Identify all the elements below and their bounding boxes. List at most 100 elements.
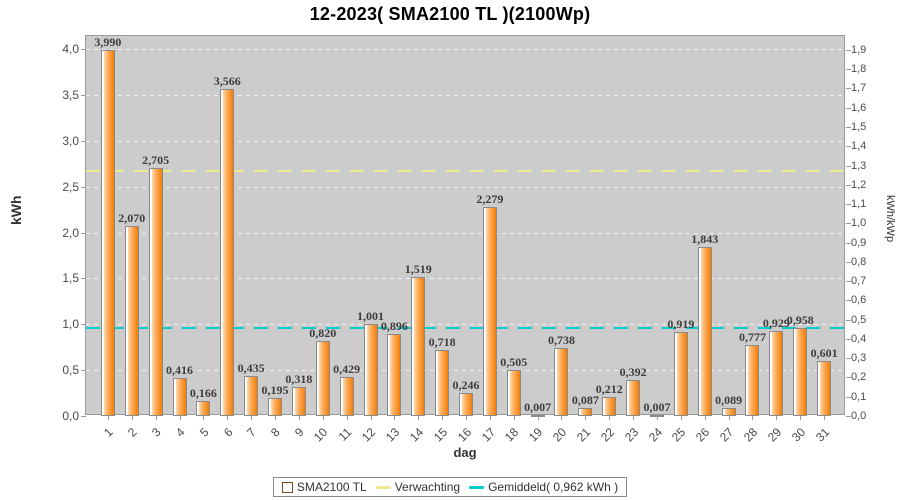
legend-item-series: SMA2100 TL xyxy=(281,480,367,494)
legend-label-expected: Verwachting xyxy=(394,480,461,494)
bar xyxy=(769,330,784,416)
bar xyxy=(554,348,569,416)
left-axis-tick-label: 1,5 xyxy=(62,271,79,286)
left-axis-tick xyxy=(81,370,86,372)
bar xyxy=(172,377,187,416)
bar xyxy=(244,376,259,416)
x-axis-tick-label: 26 xyxy=(693,425,713,445)
x-axis-tick xyxy=(561,416,563,420)
gridline xyxy=(86,140,844,142)
left-axis-tick-label: 1,0 xyxy=(62,317,79,332)
bar xyxy=(578,408,593,416)
x-axis-tick-label: 2 xyxy=(125,425,140,440)
bar-value-label: 2,705 xyxy=(142,152,170,167)
gridline xyxy=(86,49,844,50)
right-axis-tick-label: 1,6 xyxy=(851,101,867,114)
x-axis-label: dag xyxy=(453,445,477,460)
x-axis-tick xyxy=(489,416,491,420)
gridline xyxy=(86,186,844,188)
x-axis-tick-label: 8 xyxy=(268,425,283,440)
gridline xyxy=(86,324,844,326)
right-axis-tick xyxy=(846,300,851,302)
bar xyxy=(602,396,617,416)
bar xyxy=(459,393,473,416)
left-axis-label: kWh xyxy=(8,195,24,225)
left-axis-tick xyxy=(81,49,86,50)
bar-value-label: 0,929 xyxy=(762,315,790,330)
x-axis-tick xyxy=(585,416,587,420)
x-axis-tick-label: 18 xyxy=(502,425,522,445)
bar-value-label: 0,089 xyxy=(715,392,743,407)
right-axis-tick xyxy=(846,396,851,398)
right-axis-tick-label: 1,1 xyxy=(851,198,867,211)
right-axis-tick xyxy=(846,338,851,340)
x-axis-tick-label: 15 xyxy=(430,425,451,445)
left-axis-tick-label: 3,5 xyxy=(62,87,79,102)
legend-box: SMA2100 TL Verwachting Gemiddeld( 0,962 … xyxy=(272,477,628,497)
right-axis-tick xyxy=(846,88,851,90)
x-axis-tick-label: 22 xyxy=(597,425,618,445)
x-axis-tick-label: 1 xyxy=(101,425,116,440)
bar-value-label: 0,505 xyxy=(500,354,528,369)
left-axis-tick xyxy=(81,324,86,326)
bar-value-label: 0,416 xyxy=(166,362,194,377)
x-axis-tick xyxy=(418,416,420,420)
x-axis-tick-label: 19 xyxy=(526,425,546,445)
bar-value-label: 0,958 xyxy=(786,313,814,328)
x-axis-tick xyxy=(107,416,109,420)
left-axis-tick-label: 3,0 xyxy=(62,133,79,148)
x-axis-tick xyxy=(370,416,372,420)
x-axis-tick-label: 10 xyxy=(311,425,331,445)
x-axis-tick xyxy=(346,416,348,420)
x-axis-tick-label: 12 xyxy=(359,425,379,445)
x-axis-tick-label: 20 xyxy=(550,425,570,445)
x-axis-tick-label: 17 xyxy=(478,425,498,445)
x-axis-tick-label: 14 xyxy=(406,425,427,445)
bar xyxy=(387,333,402,416)
right-axis-tick-label: 1,4 xyxy=(851,140,867,153)
bar xyxy=(697,246,712,416)
bar-swatch-icon xyxy=(281,481,293,493)
x-axis-tick xyxy=(776,416,778,420)
right-axis-tick-label: 1,2 xyxy=(851,178,867,191)
bar-value-label: 0,429 xyxy=(333,361,361,376)
left-axis-tick xyxy=(81,94,86,96)
bar xyxy=(339,376,354,416)
bar-value-label: 3,566 xyxy=(213,73,241,88)
x-axis-tick xyxy=(752,416,754,420)
x-axis-tick xyxy=(203,416,205,420)
bar-value-label: 1,843 xyxy=(691,231,719,246)
legend-item-expected: Verwachting xyxy=(375,480,461,494)
gridline xyxy=(86,94,844,96)
x-axis-tick xyxy=(537,416,539,420)
x-axis-tick-label: 31 xyxy=(812,425,832,445)
x-axis-tick xyxy=(442,416,444,420)
bar xyxy=(315,340,330,416)
bar-value-label: 1,001 xyxy=(357,309,385,324)
legend-label-series: SMA2100 TL xyxy=(296,480,367,494)
right-axis-tick-label: 1,9 xyxy=(851,43,867,56)
bar-value-label: 0,007 xyxy=(643,400,671,414)
x-axis-tick-label: 29 xyxy=(764,425,785,445)
average-line-swatch-icon xyxy=(469,485,485,489)
bar-value-label: 0,718 xyxy=(428,335,456,350)
right-axis-label: kWh/kWp xyxy=(884,195,896,243)
bar-value-label: 2,070 xyxy=(118,211,146,226)
bar-value-label: 0,392 xyxy=(619,365,647,380)
x-axis-tick-label: 30 xyxy=(788,425,809,445)
bar xyxy=(482,206,497,416)
gridline xyxy=(86,278,844,280)
x-axis-tick-label: 21 xyxy=(573,425,594,445)
x-axis-tick-label: 23 xyxy=(621,425,642,445)
bar-value-label: 2,279 xyxy=(476,191,504,206)
x-axis-tick xyxy=(728,416,730,420)
left-axis-tick-label: 0,0 xyxy=(62,409,79,423)
x-axis-tick xyxy=(680,416,682,420)
x-axis-tick-label: 24 xyxy=(645,425,665,445)
left-axis-tick-label: 2,5 xyxy=(62,179,79,194)
bar xyxy=(673,331,688,416)
chart-title: 12-2023( SMA2100 TL )(2100Wp) xyxy=(309,4,591,24)
bar-value-label: 0,777 xyxy=(738,329,766,344)
bar-value-label: 0,212 xyxy=(595,381,623,396)
bar xyxy=(411,276,426,416)
